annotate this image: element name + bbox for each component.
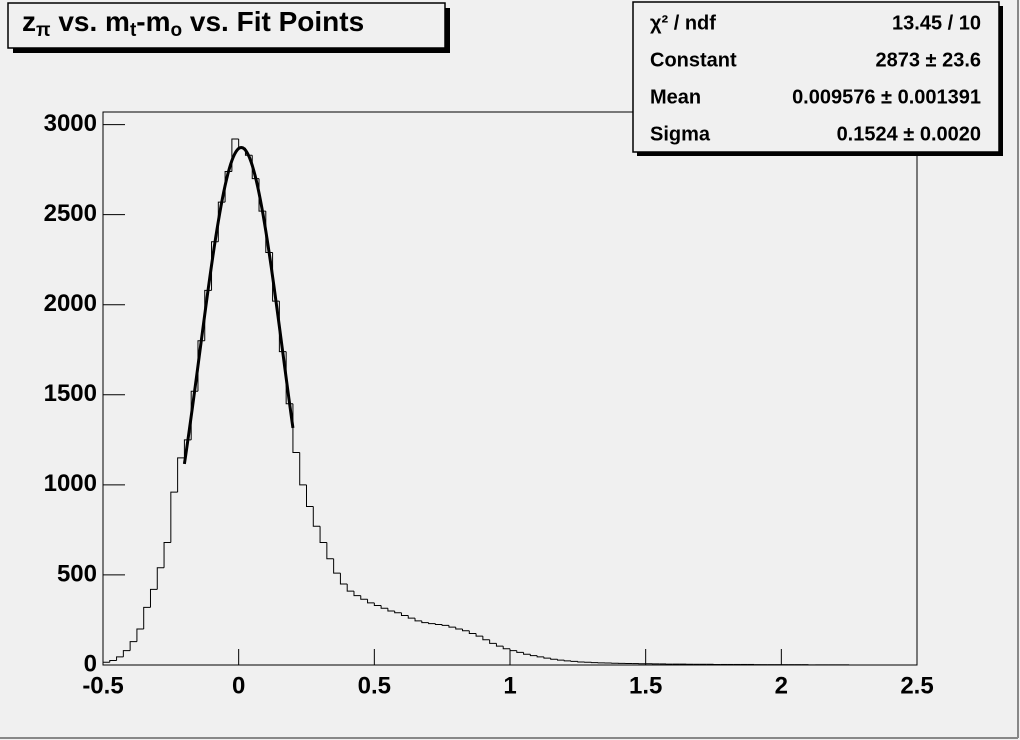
histogram-bin xyxy=(414,618,422,622)
title-text: -m xyxy=(136,6,170,37)
stat-value: 0.1524 ± 0.0020 xyxy=(837,123,981,145)
histogram-bin xyxy=(529,654,538,657)
histogram-bin xyxy=(177,457,185,493)
histogram-bin xyxy=(448,625,456,628)
x-tick-label: 1 xyxy=(503,672,516,699)
histogram-bin xyxy=(407,615,416,619)
histogram-bin xyxy=(387,608,395,612)
histogram-bin xyxy=(116,656,124,661)
histogram-bin xyxy=(380,605,388,609)
histogram-bin xyxy=(502,646,510,650)
histogram-bin xyxy=(156,567,165,590)
stats-box xyxy=(632,1,1000,153)
histogram-bin xyxy=(326,542,334,560)
histogram-bin xyxy=(482,636,490,641)
histogram-bin xyxy=(353,591,361,597)
stat-name: Sigma xyxy=(650,123,711,145)
histogram-bin xyxy=(367,599,375,604)
y-tick-label: 2500 xyxy=(44,200,97,227)
y-tick-label: 500 xyxy=(57,560,97,587)
histogram-bin xyxy=(299,452,307,486)
stat-value: 13.45 / 10 xyxy=(892,12,981,34)
x-tick-label: 2 xyxy=(775,672,788,699)
stats: χ² / ndf 13.45 / 10 Constant 2873 ± 23.6 Mea… xyxy=(650,12,981,145)
y-tick-label: 1500 xyxy=(44,380,97,407)
histogram-bin xyxy=(543,656,551,659)
histogram-bin xyxy=(394,610,402,614)
x-tick-label: 2.5 xyxy=(900,672,933,699)
histogram-bin xyxy=(563,660,572,662)
histogram-bin xyxy=(170,491,178,543)
histogram-bin xyxy=(441,624,449,626)
stat-value: 0.009576 ± 0.001391 xyxy=(792,86,981,108)
histogram-bin xyxy=(373,602,382,607)
histogram-bin xyxy=(421,620,429,624)
title-text: vs. Fit Points xyxy=(182,6,364,37)
stat-name: χ² / ndf xyxy=(650,12,716,34)
histogram-bin xyxy=(360,595,368,600)
histogram-bin xyxy=(495,643,504,647)
title-subscript: o xyxy=(171,20,183,41)
histogram-bin xyxy=(556,659,565,661)
histogram-bin xyxy=(149,588,158,608)
title-text: vs. m xyxy=(51,6,130,37)
histogram-bin xyxy=(468,630,477,634)
histogram-bin xyxy=(339,573,348,585)
x-tick-label: -0.5 xyxy=(82,672,123,699)
y-tick-label: 1000 xyxy=(44,470,97,497)
histogram-bin xyxy=(462,628,470,632)
histogram-bin xyxy=(455,627,463,630)
histogram-bin xyxy=(434,623,443,625)
plot-area xyxy=(102,124,918,666)
title-subscript: π xyxy=(36,20,51,41)
histogram-bin xyxy=(570,660,578,662)
x-tick-label: 0.5 xyxy=(358,672,391,699)
histogram-bin xyxy=(109,659,117,663)
histogram-bin xyxy=(475,633,483,637)
histogram-bin xyxy=(143,606,151,629)
histogram-bin xyxy=(122,650,131,657)
stat-name: Constant xyxy=(650,49,737,71)
y-tick-label: 3000 xyxy=(44,110,97,137)
histogram-bin xyxy=(550,658,558,660)
histogram-bin xyxy=(516,650,524,653)
x-tick-label: 0 xyxy=(232,672,245,699)
y-tick-label: 0 xyxy=(84,650,97,677)
histogram-bin xyxy=(489,639,497,644)
y-tick-label: 2000 xyxy=(44,290,97,317)
histogram-bin xyxy=(509,648,517,652)
title-text: z xyxy=(22,6,36,37)
histogram-bin xyxy=(400,612,409,616)
histogram-bin xyxy=(536,655,544,658)
histogram-bin xyxy=(306,484,314,507)
histogram-bin xyxy=(129,641,137,651)
plot-frame xyxy=(102,111,918,666)
stat-name: Mean xyxy=(650,86,701,108)
histogram-bin xyxy=(428,622,436,625)
histogram-bin xyxy=(346,583,354,592)
histogram-bin xyxy=(319,526,327,544)
chart-title: zπ vs. mt-mo vs. Fit Points xyxy=(22,6,364,41)
stat-value: 2873 ± 23.6 xyxy=(875,49,981,71)
histogram-bin xyxy=(312,506,321,527)
title-subscript: t xyxy=(130,20,137,41)
title-box xyxy=(7,2,446,49)
histogram-bin xyxy=(136,628,144,642)
fit-curve xyxy=(182,145,295,465)
x-tick-label: 1.5 xyxy=(629,672,662,699)
histogram-bin xyxy=(102,661,110,665)
histogram-bin xyxy=(333,558,341,574)
histogram-bin xyxy=(577,661,585,663)
histogram-bin xyxy=(523,652,531,655)
histogram-bin xyxy=(163,542,171,568)
